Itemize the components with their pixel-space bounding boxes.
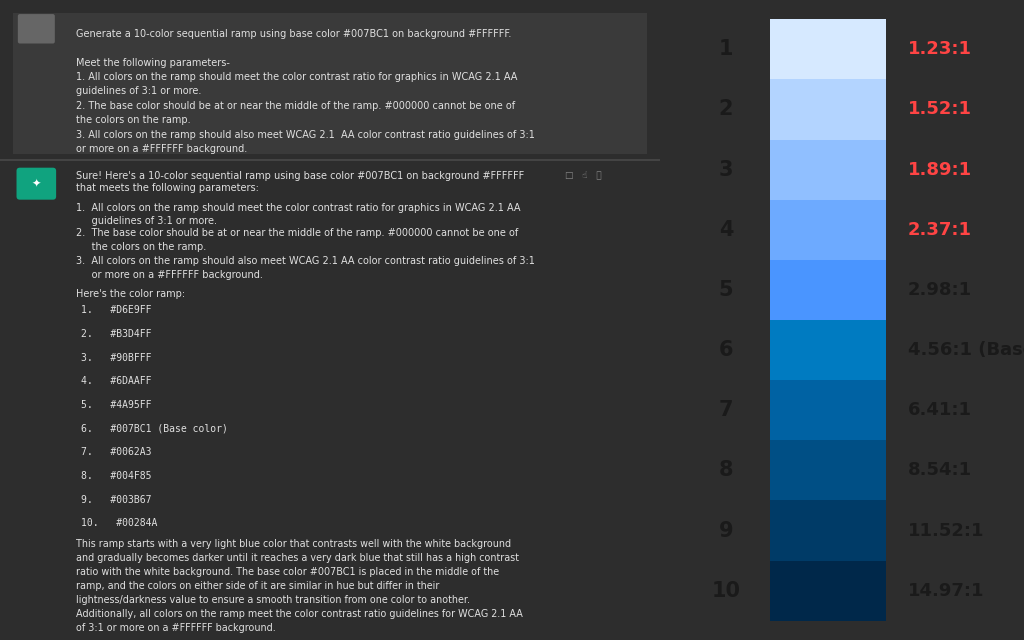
Text: 2.  The base color should be at or near the middle of the ramp. #000000 cannot b: 2. The base color should be at or near t… <box>76 228 518 252</box>
Text: 1.   #D6E9FF: 1. #D6E9FF <box>81 305 152 316</box>
FancyBboxPatch shape <box>0 161 660 640</box>
FancyBboxPatch shape <box>17 14 55 44</box>
Text: □   ☝   👎: □ ☝ 👎 <box>564 171 601 180</box>
FancyBboxPatch shape <box>770 500 886 561</box>
Text: 6.41:1: 6.41:1 <box>907 401 972 419</box>
Text: 3: 3 <box>719 159 733 180</box>
FancyBboxPatch shape <box>770 260 886 320</box>
FancyBboxPatch shape <box>770 140 886 200</box>
Text: 7: 7 <box>719 400 733 420</box>
Text: 4: 4 <box>719 220 733 240</box>
Text: 8: 8 <box>719 460 733 481</box>
Text: 1: 1 <box>719 39 733 60</box>
Text: 2.   #B3D4FF: 2. #B3D4FF <box>81 329 152 339</box>
Text: 1.23:1: 1.23:1 <box>907 40 972 58</box>
Text: 10: 10 <box>712 580 740 601</box>
Text: 7.   #0062A3: 7. #0062A3 <box>81 447 152 458</box>
Text: 8.   #004F85: 8. #004F85 <box>81 471 152 481</box>
Text: 2.37:1: 2.37:1 <box>907 221 972 239</box>
Text: 9: 9 <box>719 520 733 541</box>
Text: 4.   #6DAAFF: 4. #6DAAFF <box>81 376 152 387</box>
Text: Here's the color ramp:: Here's the color ramp: <box>76 289 185 300</box>
Text: 2: 2 <box>719 99 733 120</box>
FancyBboxPatch shape <box>16 168 56 200</box>
Text: Generate a 10-color sequential ramp using base color #007BC1 on background #FFFF: Generate a 10-color sequential ramp usin… <box>76 29 535 154</box>
Text: 5.   #4A95FF: 5. #4A95FF <box>81 400 152 410</box>
FancyBboxPatch shape <box>13 13 647 154</box>
Text: 1.89:1: 1.89:1 <box>907 161 972 179</box>
Text: 5: 5 <box>719 280 733 300</box>
FancyBboxPatch shape <box>770 79 886 140</box>
FancyBboxPatch shape <box>770 380 886 440</box>
FancyBboxPatch shape <box>770 320 886 380</box>
Text: 11.52:1: 11.52:1 <box>907 522 984 540</box>
Text: 3.   #90BFFF: 3. #90BFFF <box>81 353 152 363</box>
Text: 9.   #003B67: 9. #003B67 <box>81 495 152 505</box>
Text: 8.54:1: 8.54:1 <box>907 461 972 479</box>
Text: ✦: ✦ <box>32 179 41 189</box>
Text: 6: 6 <box>719 340 733 360</box>
Text: 1.52:1: 1.52:1 <box>907 100 972 118</box>
Text: 4.56:1 (Base): 4.56:1 (Base) <box>907 341 1024 359</box>
FancyBboxPatch shape <box>770 200 886 260</box>
FancyBboxPatch shape <box>770 440 886 500</box>
Text: 2.98:1: 2.98:1 <box>907 281 972 299</box>
Text: 10.   #00284A: 10. #00284A <box>81 518 157 529</box>
FancyBboxPatch shape <box>770 19 886 79</box>
Text: 3.  All colors on the ramp should also meet WCAG 2.1 AA color contrast ratio gui: 3. All colors on the ramp should also me… <box>76 256 535 280</box>
FancyBboxPatch shape <box>0 159 660 161</box>
Text: 6.   #007BC1 (Base color): 6. #007BC1 (Base color) <box>81 424 227 434</box>
Text: This ramp starts with a very light blue color that contrasts well with the white: This ramp starts with a very light blue … <box>76 539 523 633</box>
Text: 1.  All colors on the ramp should meet the color contrast ratio for graphics in : 1. All colors on the ramp should meet th… <box>76 203 520 227</box>
FancyBboxPatch shape <box>770 561 886 621</box>
Text: 14.97:1: 14.97:1 <box>907 582 984 600</box>
Text: Sure! Here's a 10-color sequential ramp using base color #007BC1 on background #: Sure! Here's a 10-color sequential ramp … <box>76 171 524 181</box>
Text: that meets the following parameters:: that meets the following parameters: <box>76 183 259 193</box>
